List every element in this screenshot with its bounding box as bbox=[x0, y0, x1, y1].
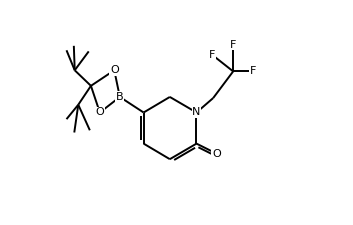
Text: B: B bbox=[116, 92, 124, 102]
Text: F: F bbox=[230, 40, 237, 50]
Text: O: O bbox=[212, 148, 221, 159]
Text: N: N bbox=[192, 108, 201, 117]
Text: F: F bbox=[250, 66, 256, 77]
Text: F: F bbox=[209, 50, 215, 60]
Text: O: O bbox=[110, 65, 119, 75]
Text: O: O bbox=[95, 108, 104, 117]
